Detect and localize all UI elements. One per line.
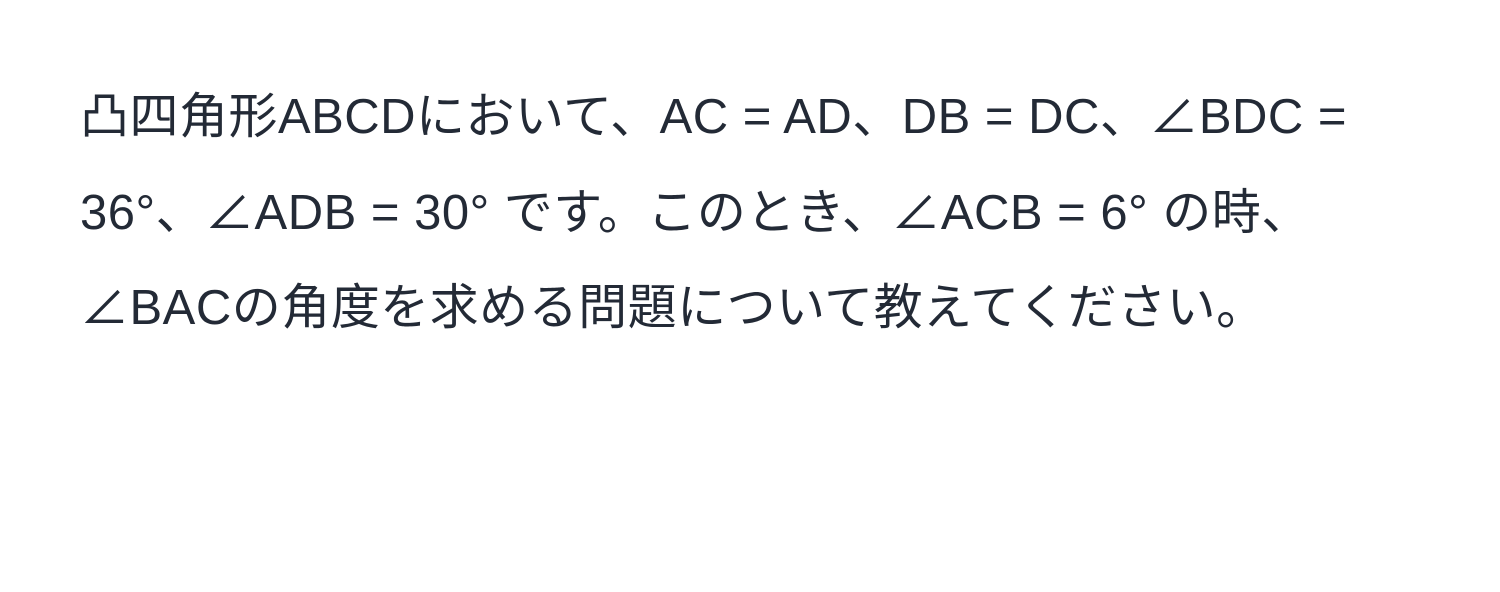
problem-text: 凸四角形ABCDにおいて、AC = AD、DB = DC、∠BDC = 36°、… [80,70,1420,357]
